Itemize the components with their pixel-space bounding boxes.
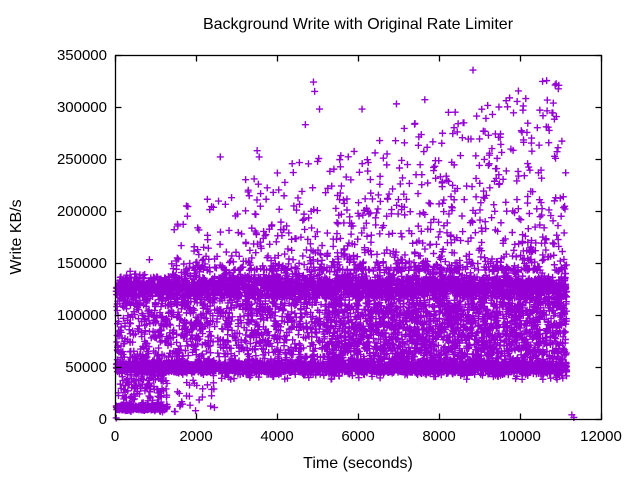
- y-tick-label: 200000: [56, 203, 107, 220]
- x-tick-label: 12000: [580, 428, 622, 445]
- x-tick-label: 10000: [499, 428, 541, 445]
- y-tick-label: 300000: [56, 99, 107, 116]
- x-tick-label: 0: [110, 428, 120, 445]
- y-tick-label: 150000: [56, 255, 107, 272]
- y-tick-label: 350000: [56, 47, 107, 64]
- y-tick-label: 250000: [56, 151, 107, 168]
- x-tick-label: 4000: [260, 428, 294, 445]
- x-tick-label: 8000: [422, 428, 456, 445]
- y-tick-label: 50000: [65, 359, 107, 376]
- y-tick-label: 0: [98, 411, 107, 428]
- x-tick-label: 6000: [341, 428, 375, 445]
- y-tick-label: 100000: [56, 307, 107, 324]
- x-tick-label: 2000: [179, 428, 213, 445]
- x-axis-label: Time (seconds): [303, 455, 413, 472]
- chart-title: Background Write with Original Rate Limi…: [202, 16, 514, 33]
